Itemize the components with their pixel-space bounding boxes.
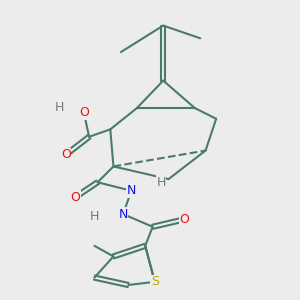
Text: O: O (79, 106, 89, 119)
Text: N: N (118, 208, 128, 220)
Text: H: H (156, 176, 166, 189)
Text: O: O (61, 148, 71, 161)
Text: S: S (151, 275, 159, 288)
Text: O: O (70, 190, 80, 204)
Text: N: N (127, 184, 136, 197)
Text: H: H (55, 100, 64, 114)
Text: H: H (90, 210, 99, 223)
Text: O: O (179, 213, 189, 226)
